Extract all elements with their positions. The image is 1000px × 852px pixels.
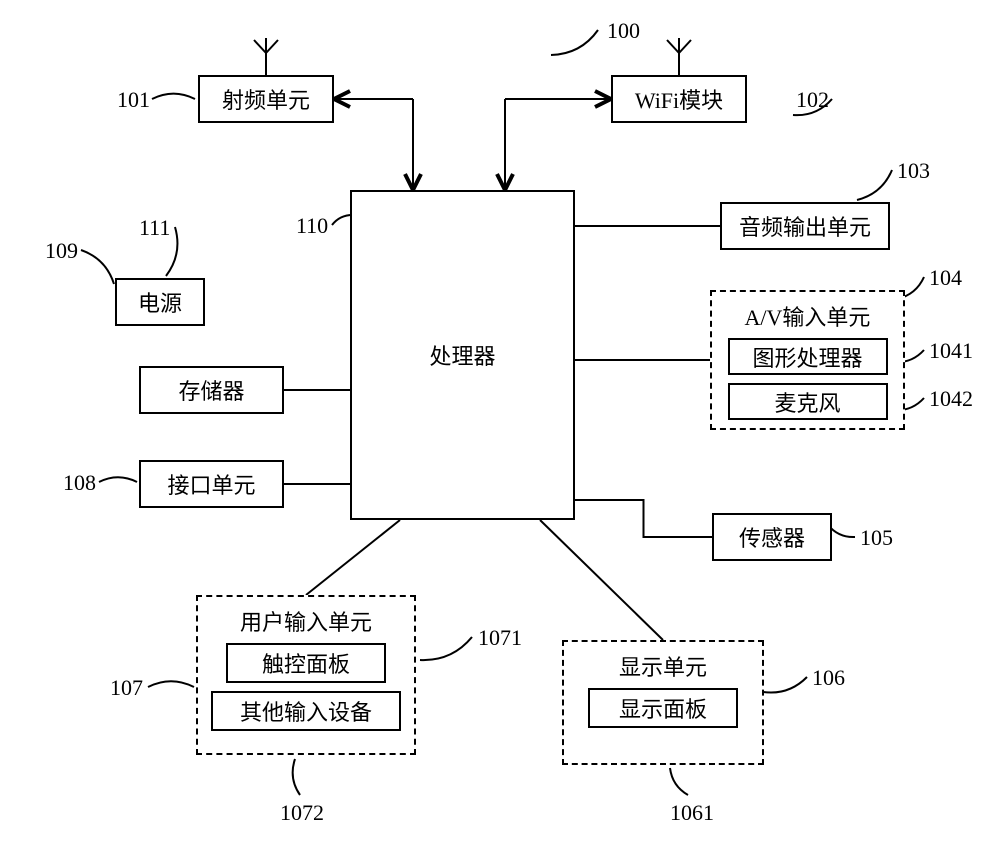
ref-label-1061: 1061 [670,800,714,826]
ref-label-1072: 1072 [280,800,324,826]
node-label: WiFi模块 [635,83,723,115]
node-label: 图形处理器 [752,341,862,373]
ref-label-1042: 1042 [929,386,973,412]
ref-label-103: 103 [897,158,930,184]
node-label: 音频输出单元 [739,210,871,242]
node-processor: 处理器 [350,190,575,520]
node-other_input: 其他输入设备 [211,691,401,731]
ref-label-108: 108 [63,470,96,496]
node-audio_output: 音频输出单元 [720,202,890,250]
node-interface: 接口单元 [139,460,284,508]
node-rf_unit: 射频单元 [198,75,334,123]
node-title: 用户输入单元 [240,605,372,637]
node-display_unit: 显示单元显示面板 [562,640,764,765]
ref-label-102: 102 [796,87,829,113]
node-title: 显示单元 [619,650,707,682]
node-label: 显示面板 [619,692,707,724]
node-sensor: 传感器 [712,513,832,561]
ref-label-106: 106 [812,665,845,691]
node-display_panel: 显示面板 [588,688,738,728]
node-user_input: 用户输入单元触控面板其他输入设备 [196,595,416,755]
node-label: 麦克风 [774,386,840,418]
ref-label-107: 107 [110,675,143,701]
ref-label-101: 101 [117,87,150,113]
node-label: 处理器 [429,339,495,371]
ref-label-104: 104 [929,265,962,291]
node-gpu: 图形处理器 [728,338,888,375]
node-label: 其他输入设备 [240,695,372,727]
node-wifi_module: WiFi模块 [611,75,747,123]
node-label: 接口单元 [167,468,255,500]
node-touch_panel: 触控面板 [226,643,386,683]
node-av_input: A/V输入单元图形处理器麦克风 [710,290,905,430]
ref-label-109: 109 [45,238,78,264]
ref-label-1041: 1041 [929,338,973,364]
node-label: 存储器 [178,374,244,406]
node-label: 射频单元 [222,83,310,115]
node-power: 电源 [115,278,205,326]
node-label: 电源 [138,286,182,318]
node-title: A/V输入单元 [745,300,871,332]
ref-label-111: 111 [139,215,170,241]
ref-label-1071: 1071 [478,625,522,651]
node-mic: 麦克风 [728,383,888,420]
ref-label-100: 100 [607,18,640,44]
node-memory: 存储器 [139,366,284,414]
node-label: 触控面板 [262,647,350,679]
node-label: 传感器 [739,521,805,553]
ref-label-105: 105 [860,525,893,551]
ref-label-110: 110 [296,213,328,239]
